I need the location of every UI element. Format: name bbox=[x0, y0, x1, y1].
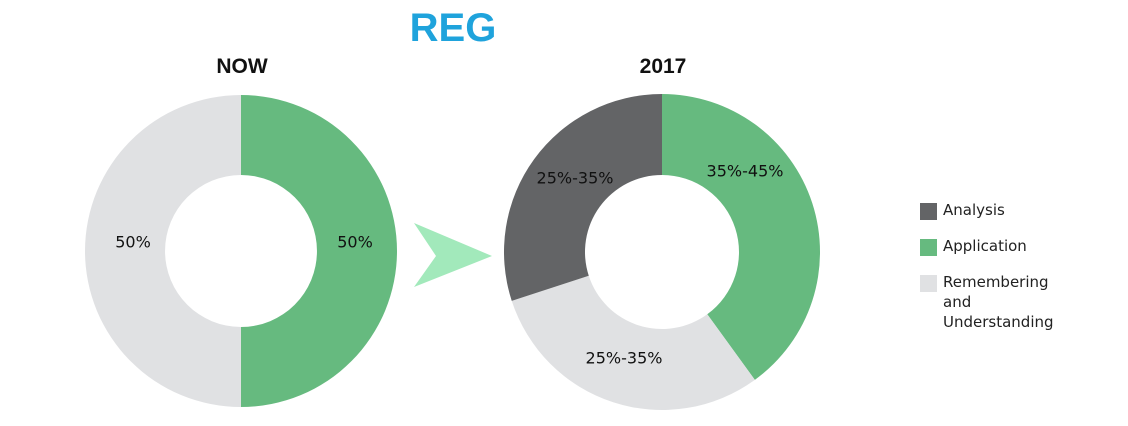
legend-label-remembering: Remembering and Understanding bbox=[943, 273, 1054, 331]
donut-slice-now-1 bbox=[85, 95, 241, 407]
legend-swatch-application bbox=[920, 239, 937, 256]
legend-label-analysis: Analysis bbox=[943, 201, 1005, 219]
legend-swatch-remembering bbox=[920, 275, 937, 292]
legend-item-analysis: Analysis bbox=[918, 200, 1054, 220]
chart-title-2017: 2017 bbox=[639, 55, 687, 78]
donut-slice-now-0 bbox=[241, 95, 397, 407]
chart-title-now: NOW bbox=[216, 55, 268, 78]
donut-slice-2017-0 bbox=[662, 94, 821, 380]
legend-label-application: Application bbox=[943, 237, 1027, 255]
legend: Analysis Application Remembering and Und… bbox=[918, 200, 1054, 348]
main-title: REG bbox=[409, 6, 497, 50]
donut-label-2017-0: 35%-45% bbox=[707, 162, 784, 181]
transition-arrow-icon bbox=[414, 223, 492, 287]
legend-swatch-analysis bbox=[920, 203, 937, 220]
legend-item-application: Application bbox=[918, 236, 1054, 256]
donut-label-now-1: 50% bbox=[115, 233, 151, 252]
donut-label-2017-1: 25%-35% bbox=[586, 349, 663, 368]
donut-slice-2017-1 bbox=[511, 275, 755, 411]
donut-label-2017-2: 25%-35% bbox=[537, 169, 614, 188]
donut-label-now-0: 50% bbox=[337, 233, 373, 252]
donut-slice-2017-2 bbox=[504, 94, 662, 301]
legend-item-remembering: Remembering and Understanding bbox=[918, 272, 1054, 332]
